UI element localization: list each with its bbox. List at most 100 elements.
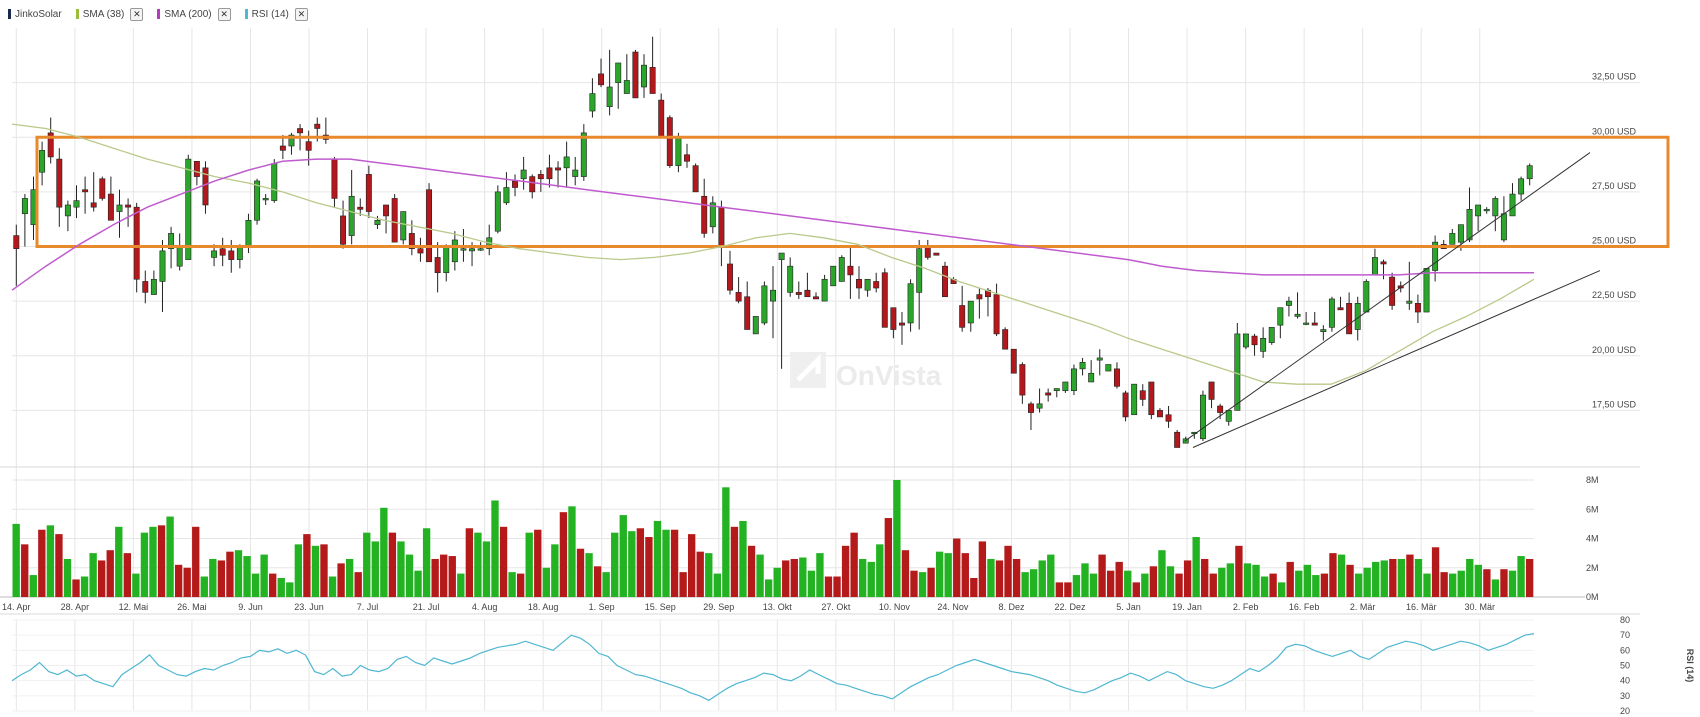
candle-body	[365, 174, 372, 212]
volume-bar	[1141, 573, 1149, 597]
volume-bar	[123, 553, 132, 597]
remove-indicator-close-icon[interactable]: ✕	[217, 7, 231, 21]
x-tick-label: 22. Dez	[1054, 602, 1086, 612]
volume-bar	[816, 553, 824, 597]
candle	[193, 160, 200, 186]
x-tick-label: 7. Jul	[357, 602, 379, 612]
candle	[847, 246, 854, 299]
candle	[1028, 401, 1034, 431]
candle-body	[537, 174, 544, 180]
candle	[709, 196, 716, 234]
volume-bar	[876, 544, 884, 597]
candle-body	[21, 198, 28, 215]
volume-bar	[1047, 554, 1055, 597]
candle	[959, 285, 966, 332]
volume-bar	[277, 577, 285, 597]
candle-body	[1380, 261, 1387, 265]
candle	[1010, 348, 1017, 374]
candle	[107, 176, 114, 221]
rsi-tick-label: 70	[1620, 630, 1630, 640]
price-tick-label: 27,50 USD	[1592, 181, 1637, 191]
candle	[1380, 259, 1387, 280]
volume-bar	[1448, 573, 1457, 597]
candle	[813, 292, 819, 300]
candle-body	[821, 278, 828, 302]
candle-body	[1088, 372, 1095, 383]
candle	[150, 270, 157, 295]
candle-body	[641, 64, 647, 88]
volume-bar	[970, 577, 978, 597]
candle	[993, 283, 1000, 337]
volume-bar	[98, 560, 106, 597]
remove-indicator-close-icon[interactable]: ✕	[130, 7, 144, 21]
candle	[391, 194, 398, 243]
volume-tick-label: 2M	[1586, 563, 1599, 573]
x-tick-label: 12. Mai	[119, 602, 149, 612]
remove-indicator-close-icon[interactable]: ✕	[294, 7, 308, 21]
volume-bar	[1380, 560, 1388, 597]
volume-bar	[337, 563, 345, 597]
candle	[254, 178, 261, 225]
candle-body	[254, 180, 261, 221]
candle-body	[1466, 209, 1473, 241]
legend-swatch	[8, 9, 11, 19]
candle	[1526, 163, 1533, 186]
volume-bar	[286, 582, 294, 597]
volume-bar	[867, 561, 875, 597]
volume-bar	[1363, 567, 1371, 597]
candle	[1251, 333, 1258, 356]
candle	[365, 165, 372, 219]
candle	[1113, 362, 1120, 389]
volume-bar	[38, 529, 46, 597]
candle	[1165, 406, 1172, 428]
volume-bar	[1406, 554, 1414, 597]
candle-body	[262, 198, 269, 201]
volume-bar	[422, 528, 431, 597]
volume-bar	[1072, 575, 1081, 597]
candle-body	[400, 211, 407, 241]
volume-bar	[602, 572, 610, 597]
candle	[761, 281, 768, 326]
candle	[21, 194, 28, 247]
candle-body	[976, 294, 983, 300]
candle-body	[959, 305, 966, 328]
volume-bar	[1115, 561, 1123, 597]
price-tick-label: 20,00 USD	[1592, 345, 1637, 355]
candle-body	[890, 307, 897, 330]
candle-body	[881, 272, 888, 328]
candle	[856, 266, 862, 299]
volume-bar	[72, 579, 80, 597]
volume-bar	[1106, 570, 1115, 597]
candle	[1062, 381, 1069, 393]
candle-body	[1225, 410, 1232, 422]
volume-tick-label: 0M	[1586, 592, 1599, 602]
volume-bar	[1158, 550, 1166, 597]
candle	[684, 143, 690, 168]
candle-body	[1165, 414, 1172, 422]
volume-bar	[320, 544, 328, 597]
x-tick-label: 9. Jun	[238, 602, 263, 612]
candle-body	[211, 250, 218, 258]
watermark: OnVista	[836, 360, 942, 391]
volume-tick-label: 6M	[1586, 504, 1599, 514]
candle	[1346, 292, 1353, 335]
candle	[1492, 196, 1499, 232]
legend-swatch	[75, 9, 79, 19]
candle-body	[451, 239, 458, 263]
volume-bar	[1235, 545, 1243, 597]
candle	[727, 250, 733, 295]
candle	[503, 172, 510, 205]
candle-body	[1311, 322, 1318, 326]
volume-bar	[1269, 573, 1277, 597]
x-tick-label: 13. Okt	[763, 602, 793, 612]
candle-body	[185, 158, 192, 260]
candle	[99, 176, 106, 201]
candle	[219, 237, 226, 267]
volume-bar	[1508, 570, 1517, 597]
candle-body	[1105, 364, 1112, 372]
rsi-tick-label: 60	[1620, 645, 1630, 655]
candle-body	[417, 248, 424, 254]
volume-bar	[799, 557, 807, 597]
candle-body	[735, 292, 742, 302]
candle	[1363, 279, 1370, 313]
